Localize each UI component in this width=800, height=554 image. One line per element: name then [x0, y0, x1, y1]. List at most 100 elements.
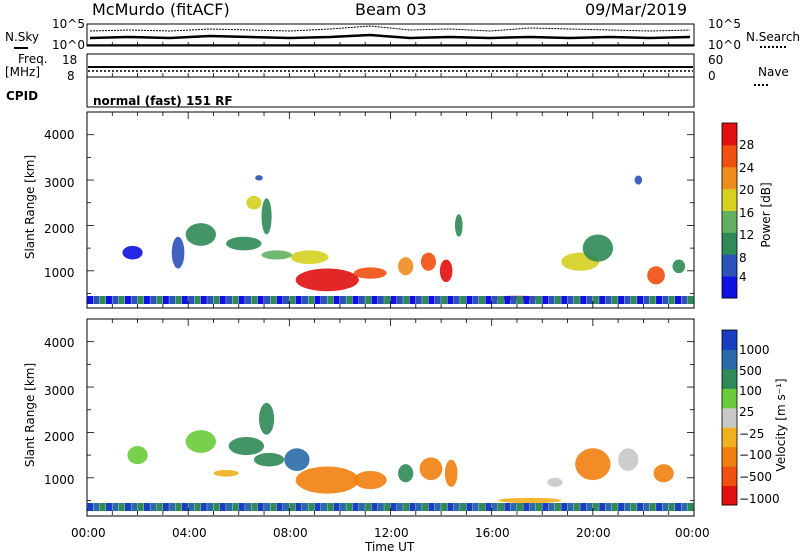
echo-patch [398, 464, 414, 483]
near-range-echo [453, 503, 460, 511]
near-range-echo [377, 296, 384, 304]
near-range-echo [561, 503, 568, 511]
near-range-echo [668, 296, 675, 304]
near-range-echo [194, 296, 201, 304]
power-cb-tick-12: 12 [739, 228, 755, 242]
near-range-echo [643, 503, 650, 511]
near-range-echo [637, 503, 644, 511]
noise-search-line [89, 25, 691, 32]
near-range-echo [181, 296, 188, 304]
near-range-echo [346, 296, 353, 304]
near-range-echo [668, 503, 675, 511]
near-range-echo [618, 503, 625, 511]
near-range-echo [681, 503, 688, 511]
near-range-echo [516, 503, 523, 511]
near-range-echo [150, 296, 157, 304]
near-range-echo [580, 296, 587, 304]
near-range-echo [99, 296, 106, 304]
near-range-echo [618, 296, 625, 304]
colorbar-segment [722, 407, 737, 428]
near-range-echo [283, 503, 290, 511]
echo-patch [261, 198, 272, 235]
near-range-echo [573, 296, 580, 304]
near-range-echo [339, 503, 346, 511]
near-range-echo [358, 503, 365, 511]
freq-label-line2: [MHz] [5, 65, 41, 79]
power-ytick-2000: 2000 [44, 222, 75, 236]
echo-patch [185, 430, 216, 453]
near-range-echo [162, 503, 169, 511]
near-range-echo [238, 503, 245, 511]
velocity-cb-tick-n1000: −1000 [739, 492, 780, 506]
echo-patch [547, 477, 563, 487]
near-range-echo [656, 503, 663, 511]
near-range-echo [200, 503, 207, 511]
near-range-echo [112, 296, 119, 304]
near-range-echo [390, 503, 397, 511]
near-range-echo [308, 296, 315, 304]
echo-patch [295, 268, 359, 292]
echo-patch [295, 466, 359, 494]
velocity-cb-tick-500: 500 [739, 364, 762, 378]
near-range-echo [479, 503, 486, 511]
power-ytick-4000: 4000 [44, 128, 75, 142]
near-range-echo [99, 503, 106, 511]
near-range-echo [283, 296, 290, 304]
noise-right-tick-bottom: 10^0 [708, 38, 741, 52]
near-range-echo [226, 503, 233, 511]
near-range-echo [434, 503, 441, 511]
near-range-echo [93, 296, 100, 304]
near-range-echo [137, 296, 144, 304]
near-range-echo [656, 296, 663, 304]
near-range-echo [295, 296, 302, 304]
near-range-echo [586, 296, 593, 304]
near-range-echo [143, 503, 150, 511]
near-range-echo [131, 503, 138, 511]
freq-tick-bottom: 8 [67, 69, 75, 83]
near-range-echo [87, 296, 93, 304]
near-range-echo [630, 296, 637, 304]
near-range-echo [624, 503, 631, 511]
near-range-echo [238, 296, 245, 304]
near-range-echo [466, 503, 473, 511]
near-range-echo [137, 503, 144, 511]
near-range-echo [504, 503, 511, 511]
near-range-echo [188, 503, 195, 511]
near-range-echo [415, 296, 422, 304]
echo-patch [246, 195, 262, 210]
near-range-echo [124, 296, 131, 304]
near-range-echo [561, 296, 568, 304]
near-range-echo [447, 296, 454, 304]
nave-tick-top: 60 [708, 53, 724, 67]
echo-patch [398, 257, 414, 276]
near-range-echo [611, 296, 618, 304]
near-range-echo [624, 296, 631, 304]
xaxis-label: Time UT [365, 540, 415, 554]
near-range-echo [605, 296, 612, 304]
near-range-echo [143, 296, 150, 304]
near-range-echo [377, 503, 384, 511]
power-panel-frame [86, 111, 695, 309]
near-range-echo [301, 296, 308, 304]
near-range-echo [295, 503, 302, 511]
near-range-echo [346, 503, 353, 511]
near-range-echo [226, 296, 233, 304]
near-range-echo [194, 503, 201, 511]
echo-patch [122, 245, 143, 260]
near-range-echo [289, 296, 296, 304]
near-range-echo [599, 503, 606, 511]
near-range-echo [112, 503, 119, 511]
xtick-1: 04:00 [172, 526, 207, 540]
near-range-echo [472, 296, 479, 304]
near-range-echo [491, 296, 498, 304]
echo-patch [253, 452, 285, 467]
echo-patch [672, 259, 686, 274]
near-range-echo [251, 296, 258, 304]
near-range-echo [586, 503, 593, 511]
near-range-echo [554, 503, 561, 511]
echo-patch [284, 448, 310, 471]
colorbar-segment [722, 330, 737, 350]
near-range-echo [162, 296, 169, 304]
near-range-echo [510, 296, 517, 304]
